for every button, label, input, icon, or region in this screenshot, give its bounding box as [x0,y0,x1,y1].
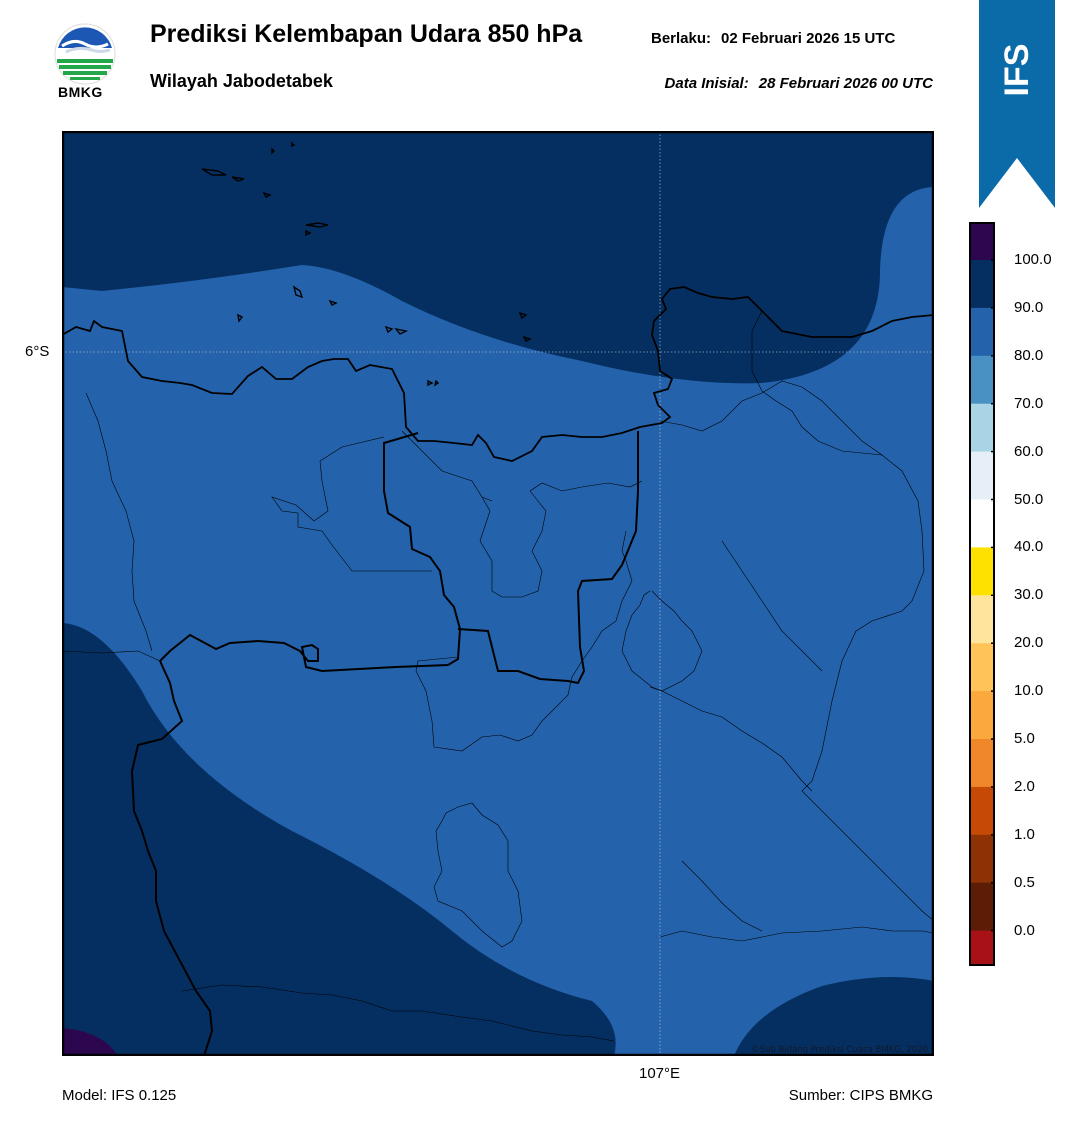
colorbar-segment [971,882,993,932]
colorbar-tick-label: 100.0 [1014,251,1052,268]
model-info: Model: IFS 0.125 [62,1087,177,1104]
map-frame [62,131,934,1056]
colorbar-segment [971,595,993,644]
colorbar-tick-label: 2.0 [1014,777,1035,795]
colorbar-segment [971,643,993,692]
colorbar-tick-label: 90.0 [1014,298,1044,316]
colorbar-segment [971,307,993,357]
colorbar-segment [971,834,993,884]
field-90-100-north [62,131,934,384]
init-value: 28 Februari 2026 00 UTC [758,75,933,92]
init-time: Data Inisial: 28 Februari 2026 00 UTC [665,75,933,92]
colorbar-segment [971,224,993,261]
colorbar-tick-label: 1.0 [1014,825,1035,843]
colorbar-tick-label: 80.0 [1014,346,1044,364]
colorbar-tick-label: 60.0 [1014,442,1044,460]
colorbar [969,222,995,966]
colorbar-tick-label: 30.0 [1014,586,1044,604]
chart-title: Prediksi Kelembapan Udara 850 hPa [150,20,583,48]
thousand-islands [201,141,532,387]
latitude-label: 6°S [25,343,50,360]
colorbar-segment [971,547,993,596]
jabodetabek-boundary [159,431,639,685]
colorbar-segment [971,499,993,548]
colorbar-tick-label: 0.5 [1014,873,1035,891]
source-info: Sumber: CIPS BMKG [788,1087,933,1104]
field-90-100-southeast [734,977,934,1056]
colorbar-tick-label: 10.0 [1014,682,1044,700]
ifs-banner [979,0,1055,208]
colorbar-segments [971,224,993,966]
chart-subtitle: Wilayah Jabodetabek [150,71,333,91]
colorbar-segment [971,260,993,309]
colorbar-segment [971,451,993,500]
colorbar-segment [971,739,993,788]
field-90-100-southwest [62,623,616,1056]
bmkg-logo [54,23,116,85]
district-borders [62,310,934,1042]
logo-text: BMKG [58,84,103,100]
field-above-100 [62,1028,118,1056]
coastline [62,286,934,462]
colorbar-segment [971,786,993,836]
init-label: Data Inisial: [664,75,749,92]
valid-label: Berlaku: [651,30,712,47]
valid-value: 02 Februari 2026 15 UTC [721,30,896,47]
ifs-text: IFS [998,44,1036,97]
valid-time: Berlaku: 02 Februari 2026 15 UTC [651,30,895,47]
colorbar-tick-label: 0.0 [1014,921,1035,939]
colorbar-segment [971,403,993,453]
banten-boundary [130,660,214,1056]
colorbar-tick-label: 20.0 [1014,634,1044,652]
colorbar-tick-label: 50.0 [1014,490,1044,508]
humidity-map: ©Sub Bidang Prediksi Cuaca BMKG, 2020 [62,131,934,1056]
colorbar-tick-label: 70.0 [1014,394,1044,412]
map-credit: ©Sub Bidang Prediksi Cuaca BMKG, 2020 [751,1045,928,1055]
colorbar-tick-label: 5.0 [1014,730,1035,747]
colorbar-tick-label: 40.0 [1014,538,1044,556]
colorbar-segment [971,930,993,966]
colorbar-segment [971,691,993,740]
colorbar-frame [969,222,995,966]
colorbar-segment [971,355,993,405]
ifs-label: IFS [998,44,1036,97]
longitude-label: 107°E [639,1065,681,1082]
